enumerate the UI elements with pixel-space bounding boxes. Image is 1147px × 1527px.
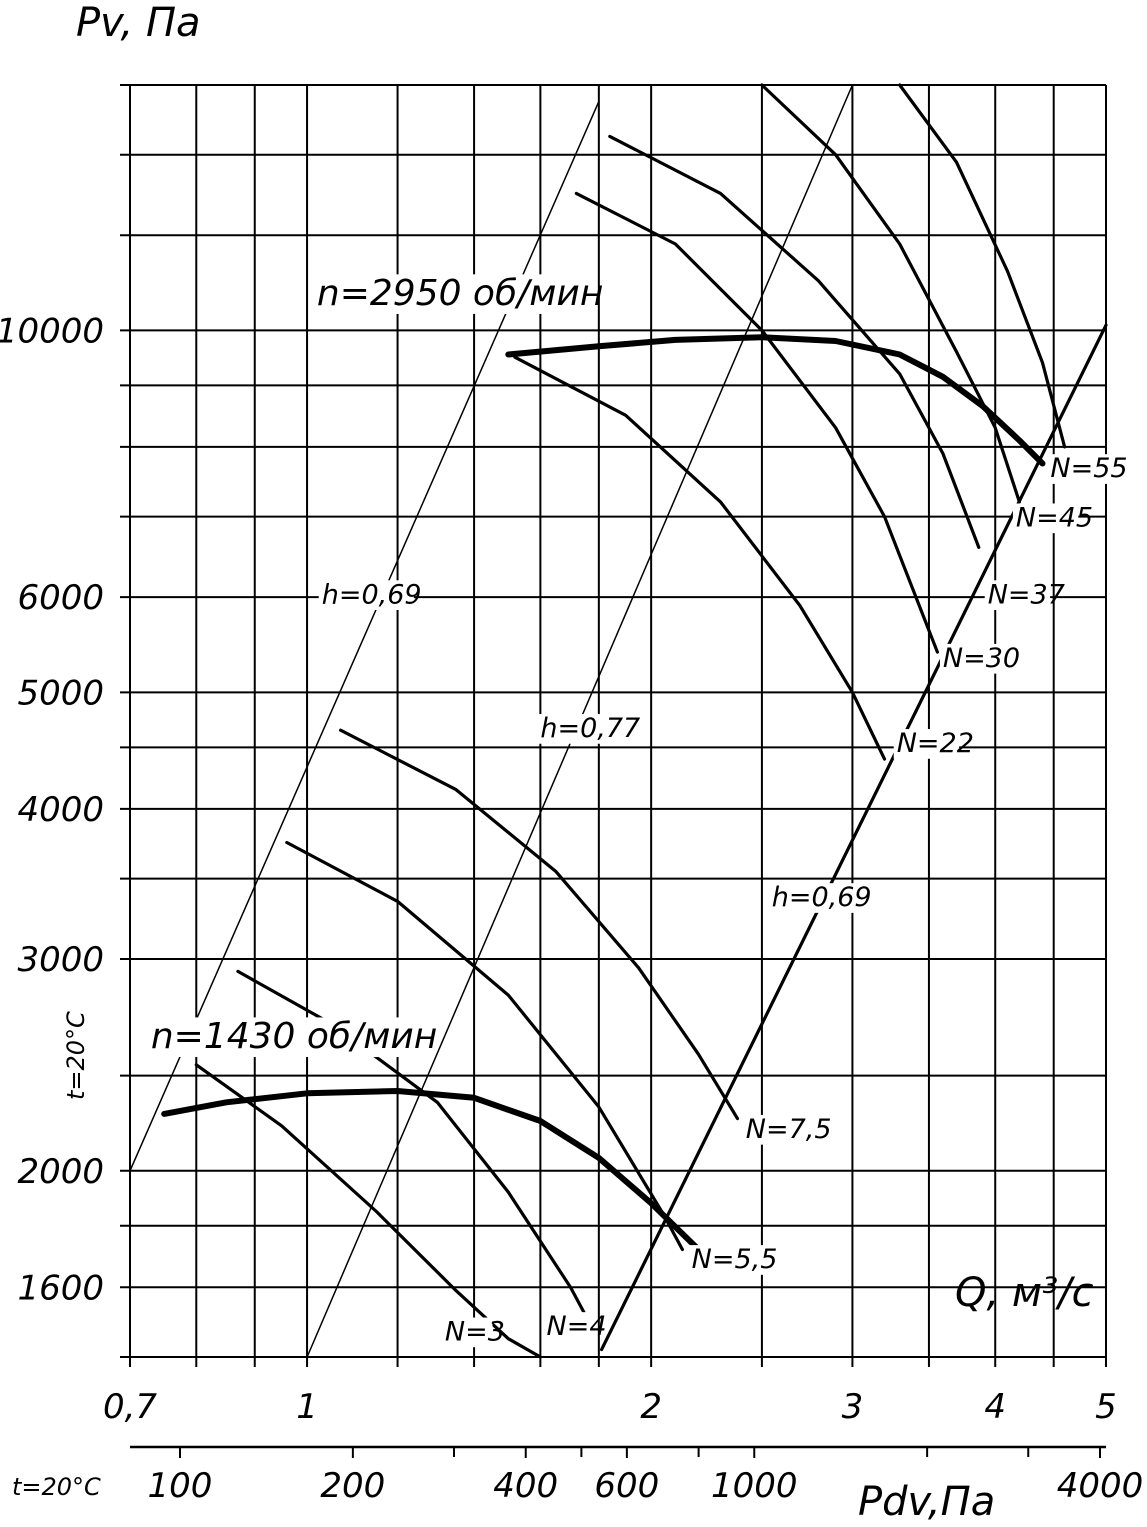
annotation-backdrop — [1012, 503, 1079, 534]
annotation-label: N=37 — [988, 579, 1065, 610]
annotation-label: h=0,69 — [772, 882, 872, 913]
y-tick-label: 3000 — [17, 940, 104, 980]
annotation-label: n=2950 об/мин — [317, 273, 603, 314]
annotation-backdrop — [742, 1114, 824, 1145]
annotation-label: N=55 — [1050, 453, 1127, 484]
x-tick-label: 0,7 — [103, 1387, 157, 1427]
series-line — [339, 728, 740, 1121]
annotation-label: N=4 — [547, 1311, 607, 1342]
annotation-backdrop — [939, 643, 1006, 674]
x-tick-label: 5 — [1095, 1387, 1117, 1427]
annotation-backdrop — [318, 580, 414, 611]
annotation-backdrop — [147, 1017, 412, 1058]
y-tick-label: 5000 — [17, 673, 104, 713]
series-line — [760, 83, 1022, 504]
y-tick-label: 6000 — [17, 578, 104, 618]
annotation-label: N=30 — [943, 643, 1020, 674]
series-line — [513, 355, 887, 761]
pdv-axis: 100 200 400 600 1000 4000 — [130, 1445, 1144, 1506]
annotation-label: N=22 — [897, 728, 974, 759]
pdv-tick-label: 400 — [493, 1466, 558, 1506]
annotation-backdrop — [441, 1317, 493, 1348]
series-line — [285, 840, 685, 1252]
series-line — [599, 323, 1108, 1352]
series-line — [898, 83, 1067, 449]
annotations: n=2950 об/мин n=1430 об/мин h=0,69 h=0,77 h=… — [147, 273, 1128, 1348]
x-axis-title: Q, м³/с — [955, 1270, 1094, 1316]
annotation-label: N=3 — [445, 1316, 505, 1347]
y-tick-label: 10000 — [0, 311, 104, 351]
x-tick-label: 4 — [984, 1387, 1006, 1427]
y-axis-title: Pv, Па — [76, 0, 201, 46]
y-tick-label: 2000 — [17, 1152, 104, 1192]
pdv-tick-label: 100 — [148, 1466, 213, 1506]
y-tick-label: 1600 — [17, 1268, 104, 1308]
temperature-note-bottom: t=20°C — [12, 1473, 101, 1501]
pdv-tick-label: 600 — [594, 1466, 659, 1506]
series-line — [161, 1088, 702, 1253]
x2-axis-title: Pdv,Па — [858, 1479, 995, 1525]
annotation-backdrop — [543, 1312, 595, 1342]
annotation-backdrop — [1047, 454, 1113, 484]
temperature-note-vertical: t=20°C — [62, 1011, 90, 1100]
tick-labels: 0,7 1 2 3 4 5 1600 2000 3000 4000 5000 6000 10000 — [0, 311, 1117, 1427]
series-line — [236, 969, 587, 1316]
x-tick-label: 1 — [296, 1387, 318, 1427]
annotation-label: N=7,5 — [746, 1114, 832, 1145]
annotation-backdrop — [688, 1245, 769, 1275]
pdv-tick-label: 200 — [320, 1466, 385, 1506]
annotation-label: n=1430 об/мин — [151, 1016, 438, 1057]
x-tick-label: 3 — [842, 1387, 864, 1427]
pdv-tick-label: 4000 — [1057, 1466, 1144, 1506]
pdv-tick-label: 1000 — [711, 1466, 798, 1506]
x-tick-label: 2 — [640, 1387, 662, 1427]
y-tick-label: 4000 — [17, 790, 104, 830]
annotation-backdrop — [313, 274, 578, 314]
series-line — [194, 1063, 543, 1359]
annotation-label: N=5,5 — [692, 1244, 778, 1275]
annotation-backdrop — [893, 729, 960, 759]
series-line — [608, 134, 981, 550]
series-line — [505, 334, 1046, 467]
annotation-label: h=0,77 — [540, 713, 640, 744]
series-line — [129, 100, 600, 1172]
annotation-backdrop — [537, 714, 633, 744]
annotation-backdrop — [984, 580, 1051, 611]
annotation-label: h=0,69 — [322, 579, 422, 610]
series-line — [574, 191, 940, 654]
annotation-backdrop — [768, 883, 864, 913]
annotation-label: N=45 — [1016, 502, 1093, 533]
